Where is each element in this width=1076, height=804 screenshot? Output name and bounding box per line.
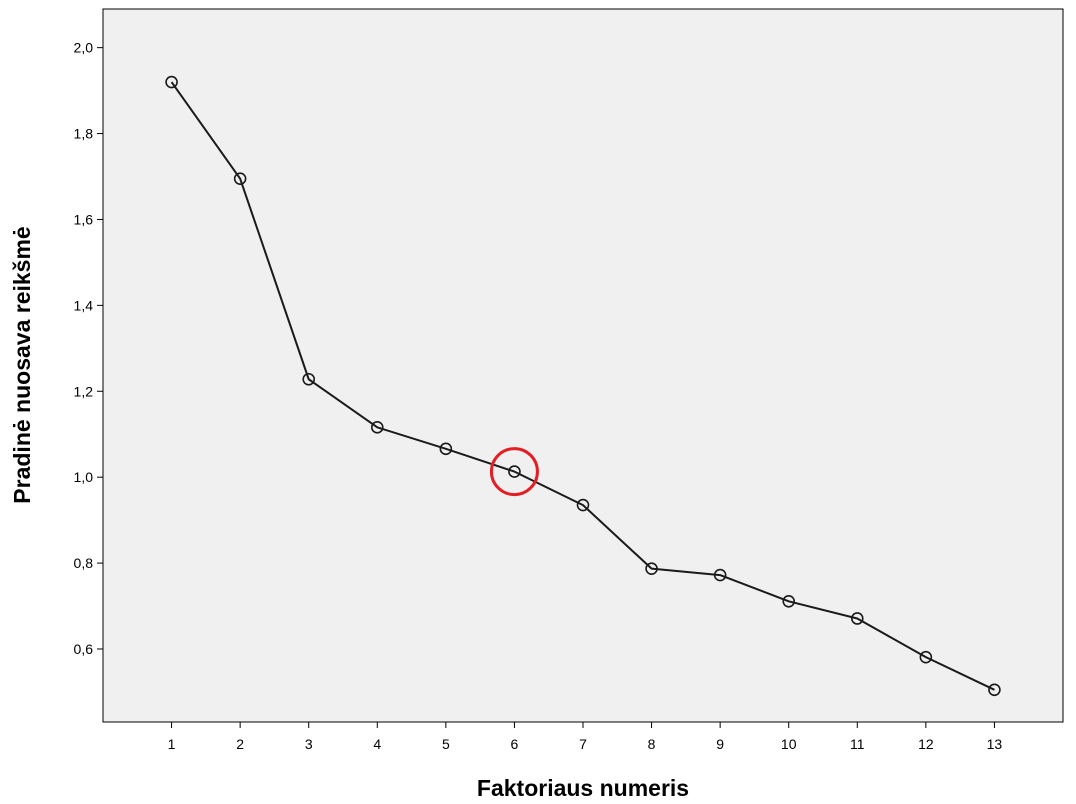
- y-axis: 0,6 0,8 1,0 1,2 1,4 1,6 1,8 2,0: [74, 40, 103, 657]
- y-axis-title: Pradinė nuosava reikšmė: [9, 226, 35, 503]
- x-tick-label: 3: [305, 736, 313, 752]
- highlight-circle: [489, 447, 539, 497]
- data-point-marker: [439, 442, 453, 456]
- y-tick-label: 1,4: [74, 297, 94, 313]
- data-point-marker: [370, 421, 384, 434]
- y-tick-label: 1,8: [74, 126, 94, 142]
- data-point-marker: [508, 465, 521, 478]
- x-tick-label: 10: [781, 736, 797, 752]
- x-tick-label: 4: [373, 736, 381, 752]
- x-tick-label: 8: [648, 736, 656, 752]
- data-point-marker: [302, 372, 316, 386]
- y-tick-label: 1,0: [74, 469, 94, 485]
- data-point-marker: [713, 568, 727, 582]
- data-point-marker: [988, 683, 1001, 697]
- x-tick-label: 6: [511, 736, 519, 752]
- x-tick-label: 9: [716, 736, 724, 752]
- data-point-marker: [165, 75, 178, 89]
- x-tick-label: 7: [579, 736, 587, 752]
- x-axis: 1 2 3 4 5 6 7 8 9 10 11 12 13: [168, 722, 1003, 752]
- data-point-marker: [782, 595, 796, 608]
- data-point-marker: [850, 612, 864, 625]
- y-tick-label: 0,6: [74, 641, 94, 657]
- data-point-marker: [233, 172, 247, 185]
- x-tick-label: 1: [168, 736, 176, 752]
- x-tick-label: 11: [850, 736, 865, 752]
- x-tick-label: 5: [442, 736, 450, 752]
- y-tick-label: 1,2: [74, 383, 94, 399]
- x-tick-label: 12: [918, 736, 934, 752]
- x-tick-label: 13: [987, 736, 1003, 752]
- series-layer: [165, 75, 1001, 697]
- y-tick-label: 1,6: [74, 211, 94, 227]
- data-point-marker: [919, 650, 933, 664]
- series-line: [170, 81, 995, 691]
- x-axis-title: Faktoriaus numeris: [477, 775, 689, 801]
- data-point-marker: [576, 498, 590, 512]
- plot-area-background: [102, 8, 1064, 723]
- x-tick-label: 2: [236, 736, 244, 752]
- data-point-marker: [645, 562, 658, 575]
- y-tick-label: 0,8: [74, 555, 94, 571]
- y-tick-label: 2,0: [74, 40, 94, 56]
- highlight-layer: [489, 447, 539, 497]
